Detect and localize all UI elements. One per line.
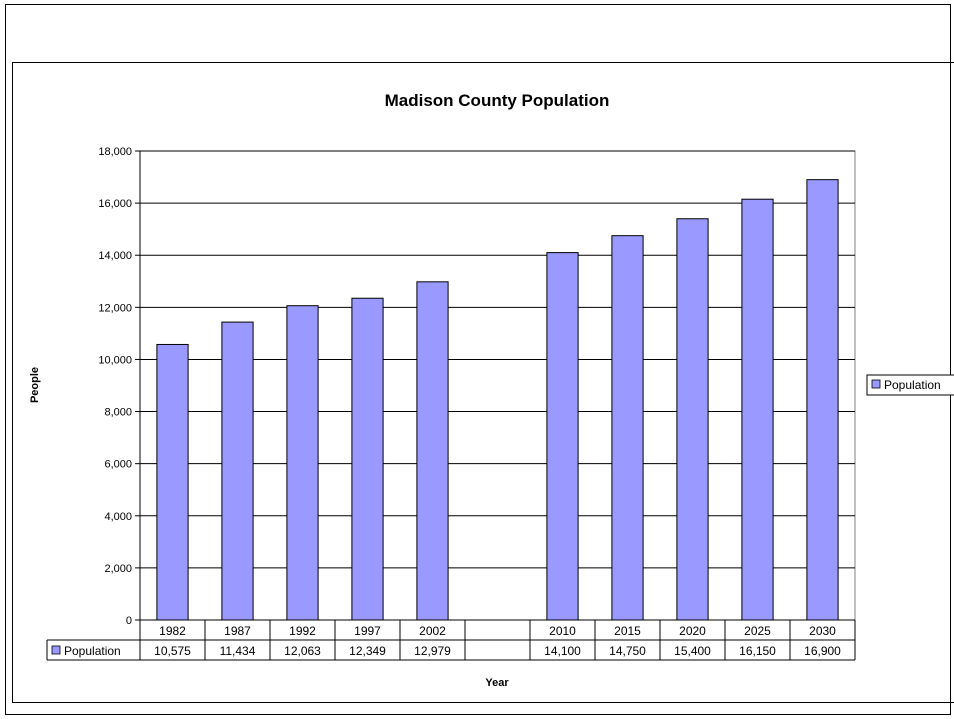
bar-2002 — [416, 281, 449, 621]
y-tick-label: 16,000 — [98, 198, 132, 210]
data-table: 1982 10,575 1987 11,434 1992 12,063 1997 12,349… — [46, 619, 856, 661]
y-axis-label: People — [29, 367, 41, 403]
bar-1987 — [221, 321, 254, 621]
bars — [156, 179, 839, 621]
x-tick-label: 1997 — [354, 624, 381, 638]
bar-2010 — [546, 252, 579, 621]
y-tick-label: 14,000 — [98, 250, 132, 262]
table-legend-label: Population — [64, 644, 121, 658]
x-tick-label: 2002 — [419, 624, 446, 638]
legend-box — [866, 374, 954, 396]
y-tick-label: 8,000 — [104, 407, 132, 419]
y-tick-label: 10,000 — [98, 354, 132, 366]
y-tick-label: 2,000 — [104, 563, 132, 575]
bar-2020 — [676, 218, 709, 621]
legend-swatch — [871, 379, 881, 389]
data-table-value: 14,100 — [544, 644, 581, 658]
bar-2025 — [741, 198, 774, 621]
y-tick-label: 4,000 — [104, 511, 132, 523]
data-table-value: 14,750 — [609, 644, 646, 658]
y-tick-label: 6,000 — [104, 459, 132, 471]
bar-1982 — [156, 343, 189, 621]
x-tick-label: 2020 — [679, 624, 706, 638]
x-tick-label: 1987 — [224, 624, 251, 638]
y-tick-label: 12,000 — [98, 302, 132, 314]
data-table-value: 16,150 — [739, 644, 776, 658]
bar-2030 — [806, 179, 839, 621]
plot-area — [139, 150, 856, 621]
data-table-value: 15,400 — [674, 644, 711, 658]
x-tick-label: 1982 — [159, 624, 186, 638]
axes: 0 2,000 4,000 6,000 8,000 10,000 12,000 14,000 1… — [98, 146, 141, 627]
data-table-value: 11,434 — [220, 644, 256, 658]
legend-label: Population — [884, 378, 941, 392]
data-table-value: 12,063 — [284, 644, 321, 658]
x-tick-label: 2025 — [744, 624, 771, 638]
table-legend-swatch — [51, 645, 61, 655]
data-table-value: 12,979 — [414, 644, 451, 658]
y-tick-label: 0 — [126, 615, 132, 627]
x-tick-label: 1992 — [289, 624, 316, 638]
chart-title: Madison County Population — [385, 91, 610, 110]
x-tick-label: 2010 — [549, 624, 576, 638]
data-table-value: 10,575 — [154, 644, 191, 658]
data-table-value: 12,349 — [349, 644, 386, 658]
page-frame — [5, 4, 951, 715]
data-table-value: 16,900 — [804, 644, 841, 658]
y-tick-label: 18,000 — [98, 146, 132, 158]
bar-2015 — [611, 235, 644, 621]
x-tick-label: 2030 — [809, 624, 836, 638]
x-axis-label: Year — [485, 677, 509, 689]
bar-1992 — [286, 305, 319, 621]
bar-1997 — [351, 297, 384, 621]
x-tick-label: 2015 — [614, 624, 641, 638]
chart-area — [12, 62, 954, 703]
grid-lines — [139, 150, 856, 621]
legend: Population — [866, 374, 954, 396]
